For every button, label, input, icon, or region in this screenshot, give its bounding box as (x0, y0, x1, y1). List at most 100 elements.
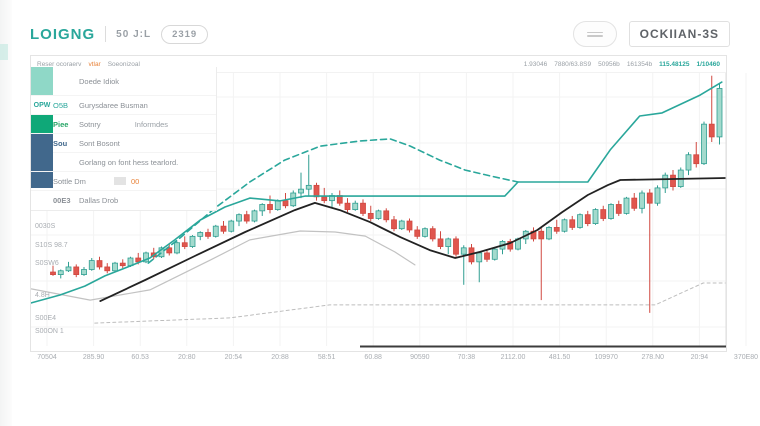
x-axis-label: 370E80 (734, 354, 758, 361)
header-bar: LOIGNG 50 J:L 2319 OCKIIAN-3S (30, 18, 730, 50)
candle-up (65, 266, 72, 272)
page-left-strip (0, 0, 12, 426)
stat-value: 1.93046 (523, 60, 548, 68)
candle-up (639, 192, 645, 209)
candle-down (646, 192, 653, 204)
candle-down (383, 210, 390, 221)
candle-up (592, 209, 599, 224)
header-left-group: LOIGNG 50 J:L 2319 (30, 24, 209, 44)
candle-down (73, 266, 80, 276)
candle-down (507, 241, 514, 250)
candle-up (577, 214, 583, 228)
x-axis-label: 60.88 (364, 354, 382, 361)
candle-up (259, 204, 266, 212)
legend-label: Doede Idiok (79, 76, 120, 86)
candle-up (251, 210, 258, 222)
trend-black-line (99, 177, 727, 303)
legend-row[interactable]: Sottle Dm 00 (31, 172, 216, 191)
blue-swatch (31, 134, 53, 188)
candle-up (189, 235, 196, 247)
candle-down (670, 174, 676, 188)
candle-down (437, 238, 444, 247)
x-axis-label: 278.N0 (642, 354, 665, 361)
candle-up (491, 248, 498, 260)
mini-swatch (113, 177, 126, 185)
legend-row[interactable]: Piee Sotnry Informdes (31, 115, 216, 134)
legend-row[interactable]: 00E3 Dallas Drob (31, 191, 216, 210)
baseline-gray-dashed-line (94, 282, 727, 324)
candle-up (112, 262, 118, 272)
legend-key: O5B (53, 100, 69, 110)
candle-up (352, 202, 359, 210)
x-axis-label: 60.53 (131, 354, 149, 361)
candle-up (375, 210, 382, 219)
candle-down (615, 204, 622, 214)
legend-label: Sont Bosont (79, 138, 120, 148)
symbol-selector[interactable]: OCKIIAN-3S (628, 21, 730, 47)
stat-text: Soeonizoal (107, 60, 140, 68)
candle-up (460, 247, 467, 255)
candle-down (360, 202, 366, 214)
candle-down (50, 271, 56, 275)
legend-key: Sou (53, 138, 68, 148)
legend-value: 00 (130, 176, 140, 186)
x-axis-label: 58:51 (318, 354, 336, 361)
candle-up (662, 174, 669, 189)
candle-up (81, 269, 87, 275)
stat-value: 161354b (626, 60, 653, 68)
candle-up (546, 227, 552, 240)
legend-label: Gurysdaree Busman (79, 100, 148, 110)
candle-up (561, 219, 568, 232)
candle-up (701, 123, 707, 165)
legend-row[interactable]: OPW O5B Gurysdaree Busman (31, 96, 216, 115)
candle-down (344, 202, 351, 210)
candle-down (205, 232, 211, 237)
candle-down (600, 209, 607, 219)
candle-up (212, 225, 219, 237)
teal-swatch (31, 67, 53, 95)
timeframe-label[interactable]: 50 J:L (116, 28, 152, 40)
candle-down (181, 242, 188, 247)
stats-right: 1.93046 7880/63.8S9 50956b 161354b 115.4… (524, 61, 720, 68)
count-badge[interactable]: 2319 (161, 24, 209, 44)
candle-down (119, 262, 126, 267)
candle-up (654, 187, 661, 204)
candle-down (553, 227, 560, 232)
candle-down (693, 154, 700, 165)
candle-down (220, 225, 227, 232)
candle-up (716, 88, 723, 138)
menu-icon[interactable] (572, 21, 617, 47)
y-axis-label: S0SW6 (35, 260, 59, 267)
y-axis-label: 4.8H (35, 292, 50, 299)
legend-key: 00E3 (53, 196, 71, 205)
candle-up (236, 214, 242, 222)
indicator-legend-panel: Doede Idiok OPW O5B Gurysdaree Busman Pi… (31, 67, 217, 211)
candle-up (57, 270, 64, 275)
candle-down (538, 230, 545, 240)
stat-value-positive: 1/10460 (696, 60, 721, 68)
candle-up (398, 220, 405, 230)
candle-down (406, 220, 413, 231)
candle-up (608, 204, 614, 219)
x-axis-label: 481.50 (549, 354, 571, 361)
candle-down (414, 229, 421, 237)
x-axis-label: 20:80 (178, 354, 196, 361)
legend-row[interactable]: Doede Idiok (31, 67, 216, 96)
ma-teal-solid-line (30, 81, 723, 304)
x-axis-label: 2112.00 (501, 354, 526, 361)
stat-value-positive: 115.48125 (659, 60, 690, 68)
legend-row[interactable]: Gorlang on font hess tearlord. (31, 153, 216, 172)
left-strip-accent (0, 44, 8, 60)
green-swatch (31, 115, 53, 133)
legend-extra: Informdes (134, 119, 169, 129)
stats-left: Reser ocoraerv vtlar Soeonizoal (37, 61, 140, 68)
candle-up (305, 184, 312, 190)
legend-label: Dallas Drob (79, 196, 119, 205)
candle-down (96, 260, 103, 268)
candle-up (174, 242, 180, 254)
legend-row[interactable]: Sou Sont Bosont (31, 134, 216, 188)
legend-label: Sotnry (79, 119, 101, 129)
stat-text-highlight: vtlar (88, 60, 101, 68)
header-divider (105, 26, 107, 42)
x-axis-label: 70:38 (458, 354, 476, 361)
